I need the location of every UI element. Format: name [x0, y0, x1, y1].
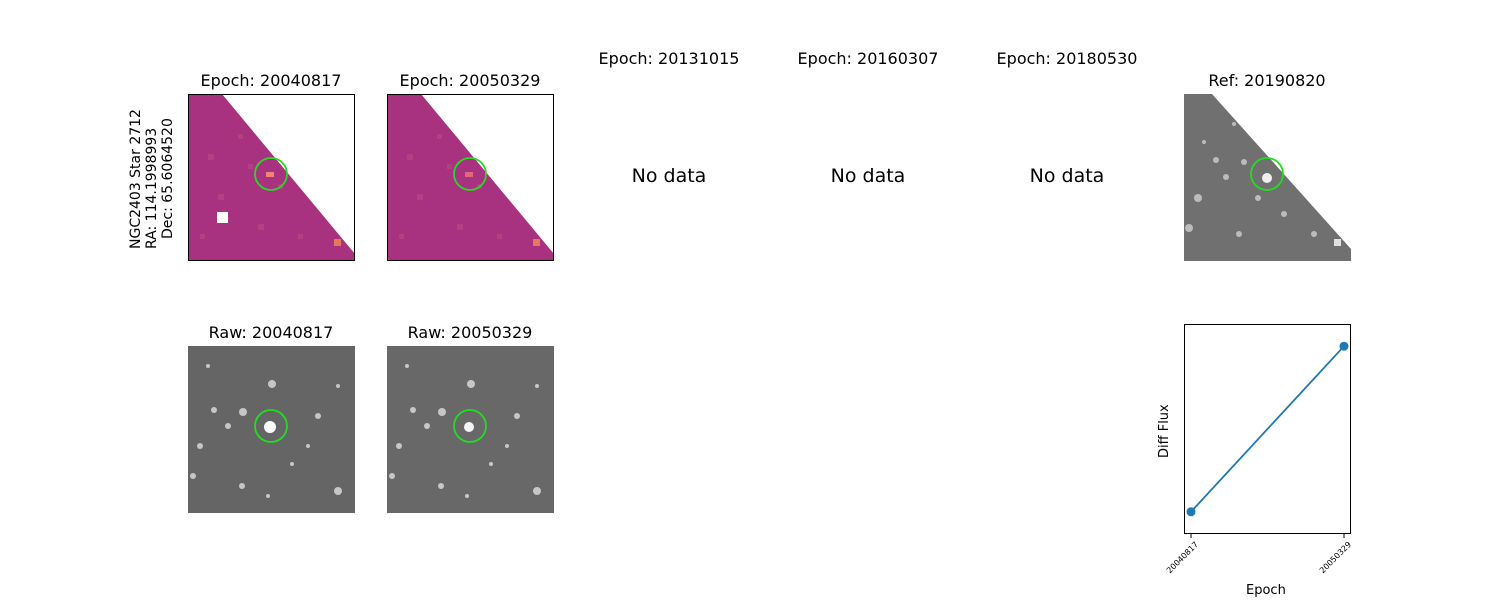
data-point — [1186, 507, 1196, 517]
target-circle — [453, 409, 487, 443]
no-data-3: No data — [631, 165, 707, 187]
diff-image-1 — [188, 94, 355, 261]
raw-title-1: Raw: 20040817 — [208, 323, 334, 342]
raw-image-1 — [188, 346, 355, 513]
ref-image — [1184, 94, 1351, 261]
no-data-5: No data — [1029, 165, 1105, 187]
data-point — [1339, 341, 1349, 351]
diff-image-2 — [387, 94, 554, 261]
raw-image-2 — [387, 346, 554, 513]
x-tick-label: 20050329 — [1318, 540, 1354, 576]
target-circle — [254, 157, 288, 191]
diff-title-2: Epoch: 20050329 — [399, 71, 541, 90]
series-line — [1190, 345, 1345, 513]
target-circle — [453, 157, 487, 191]
ref-title: Ref: 20190820 — [1208, 71, 1326, 90]
target-circle — [1250, 157, 1284, 191]
star-ra: RA: 114.1998993 — [144, 127, 160, 249]
diff-title-4: Epoch: 20160307 — [797, 49, 939, 68]
star-name: NGC2403 Star 2712 — [128, 109, 144, 249]
no-data-4: No data — [830, 165, 906, 187]
diff-title-1: Epoch: 20040817 — [200, 71, 342, 90]
x-tick-label: 20040817 — [1165, 540, 1201, 576]
x-axis-label: Epoch — [1246, 583, 1286, 598]
plot-frame — [1184, 324, 1351, 534]
star-dec: Dec: 65.6064520 — [160, 118, 176, 239]
diff-title-3: Epoch: 20131015 — [598, 49, 740, 68]
star-label: NGC2403 Star 2712 RA: 114.1998993 Dec: 6… — [128, 104, 178, 254]
raw-title-2: Raw: 20050329 — [407, 323, 533, 342]
y-axis-label: Diff Flux — [1157, 404, 1172, 458]
target-circle — [254, 409, 288, 443]
lightcurve-chart — [1184, 324, 1351, 538]
diff-title-5: Epoch: 20180530 — [996, 49, 1138, 68]
